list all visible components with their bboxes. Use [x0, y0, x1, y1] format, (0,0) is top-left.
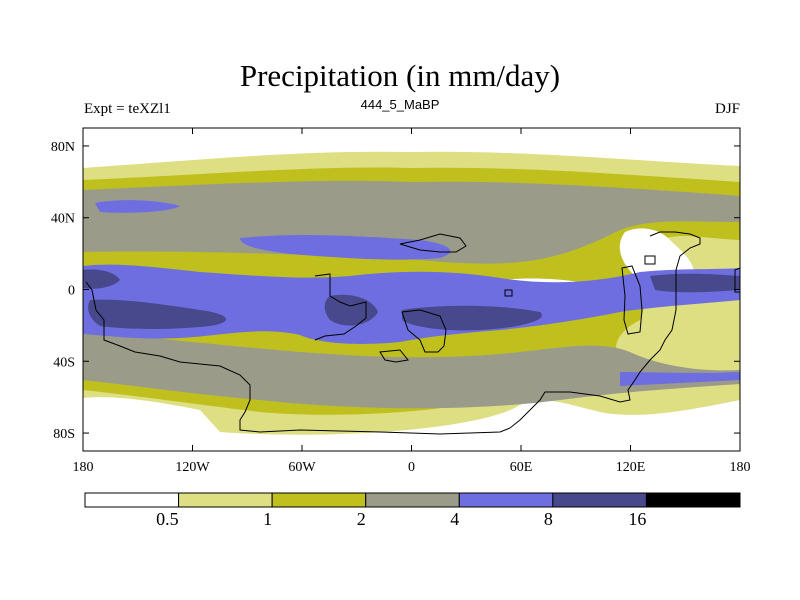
colorbar-swatch	[178, 492, 273, 508]
band-blue-south	[620, 372, 740, 386]
lat-tick-label: 40N	[51, 212, 75, 227]
band-navy-west	[83, 269, 120, 289]
experiment-label: Expt = teXZl1	[84, 101, 171, 117]
colorbar-label: 2	[357, 509, 366, 529]
band-navy-east-pacific	[88, 299, 227, 329]
lon-tick-label: 180	[730, 460, 751, 475]
colorbar-label: 4	[450, 509, 459, 529]
coastline-west	[85, 231, 701, 435]
colorbar-swatch	[271, 492, 367, 508]
colorbar-label: 1	[263, 509, 272, 529]
season-label: DJF	[714, 101, 740, 117]
lat-tick-label: 80S	[53, 427, 75, 442]
colorbar-swatch	[365, 492, 460, 508]
colorbar: 0.5 1 2 4 8 16	[84, 492, 741, 529]
band-blue-atlantic	[95, 200, 180, 213]
band-navy-pacific	[650, 273, 740, 293]
coastline-small-island	[644, 255, 656, 265]
lon-tick-label: 120E	[616, 460, 646, 475]
colorbar-label: 8	[544, 509, 553, 529]
lon-tick-label: 60E	[510, 460, 533, 475]
continent-outlines	[85, 231, 741, 435]
period-label: 444_5_MaBP	[360, 97, 440, 112]
lat-tick-label: 40S	[53, 355, 75, 370]
lon-tick-label: 180	[73, 460, 94, 475]
latitude-axis: 80N 40N 0 40S 80S	[51, 140, 740, 442]
band-grey-south	[83, 330, 740, 409]
colorbar-swatch	[84, 492, 180, 508]
coastline-america	[314, 273, 367, 341]
band-navy-africa	[402, 305, 542, 331]
band-blue-northpacific	[240, 234, 451, 260]
colorbar-label: 16	[628, 509, 646, 529]
coastline-south-america	[379, 349, 409, 363]
band-blue	[83, 264, 740, 344]
coastline-island	[621, 265, 643, 335]
coastline-islet	[504, 289, 513, 297]
lon-tick-label: 0	[408, 460, 415, 475]
colorbar-swatch	[458, 492, 554, 508]
map-title: Precipitation (in mm/day)	[239, 58, 561, 93]
colorbar-label: 0.5	[156, 509, 179, 529]
colorbar-swatch	[645, 492, 741, 508]
longitude-axis: 180 120W 60W 0 60E 120E 180	[73, 128, 751, 475]
lat-tick-label: 80N	[51, 140, 75, 155]
coastline-africa	[401, 309, 447, 353]
precipitation-field	[83, 128, 740, 451]
lon-tick-label: 60W	[288, 460, 316, 475]
lat-tick-label: 0	[68, 284, 75, 299]
coastline-asia	[399, 233, 467, 253]
lon-tick-label: 120W	[175, 460, 210, 475]
colorbar-swatch	[552, 492, 647, 508]
